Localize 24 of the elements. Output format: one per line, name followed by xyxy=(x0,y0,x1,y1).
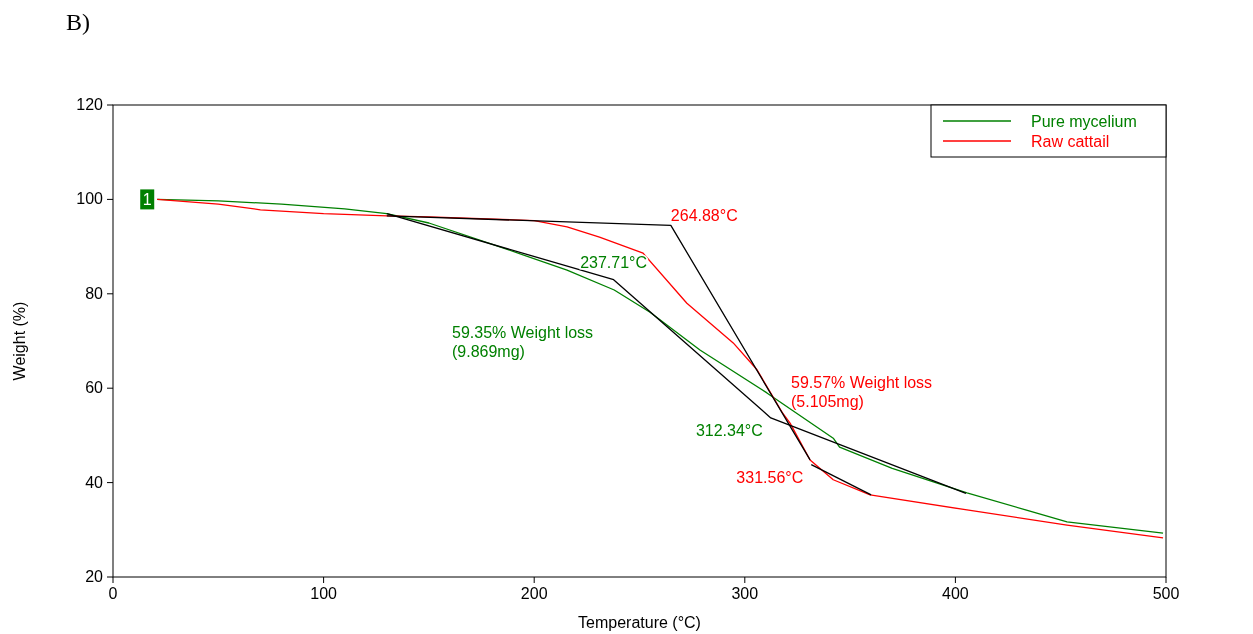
y-tick-label: 20 xyxy=(85,568,104,585)
y-axis-title: Weight (%) xyxy=(11,301,28,381)
x-axis-title: Temperature (°C) xyxy=(578,614,701,631)
legend-label: Raw cattail xyxy=(1031,133,1110,150)
annotation: 59.35% Weight loss (9.869mg) xyxy=(452,324,594,360)
x-tick-label: 300 xyxy=(731,585,759,602)
x-tick-label: 0 xyxy=(108,585,118,602)
annotation: 264.88°C xyxy=(670,207,738,225)
x-tick-label: 100 xyxy=(310,585,338,602)
text: B) xyxy=(66,9,90,35)
y-tick-label: 100 xyxy=(76,190,104,208)
annotation: 59.57% Weight loss (5.105mg) xyxy=(791,374,933,410)
annotation: 331.56°C xyxy=(736,468,804,486)
y-tick-label: 80 xyxy=(85,284,104,302)
x-tick-label: 500 xyxy=(1152,585,1180,602)
annotation: 237.71°C xyxy=(580,253,648,271)
annotation: 1 xyxy=(142,191,152,209)
x-tick-label: 400 xyxy=(942,585,969,602)
y-tick-label: 60 xyxy=(85,379,104,397)
annotation: 312.34°C xyxy=(695,421,763,439)
y-tick-label: 120 xyxy=(76,96,104,113)
legend-label: Pure mycelium xyxy=(1031,113,1137,130)
y-tick-label: 40 xyxy=(85,473,104,491)
x-tick-label: 200 xyxy=(520,585,548,602)
